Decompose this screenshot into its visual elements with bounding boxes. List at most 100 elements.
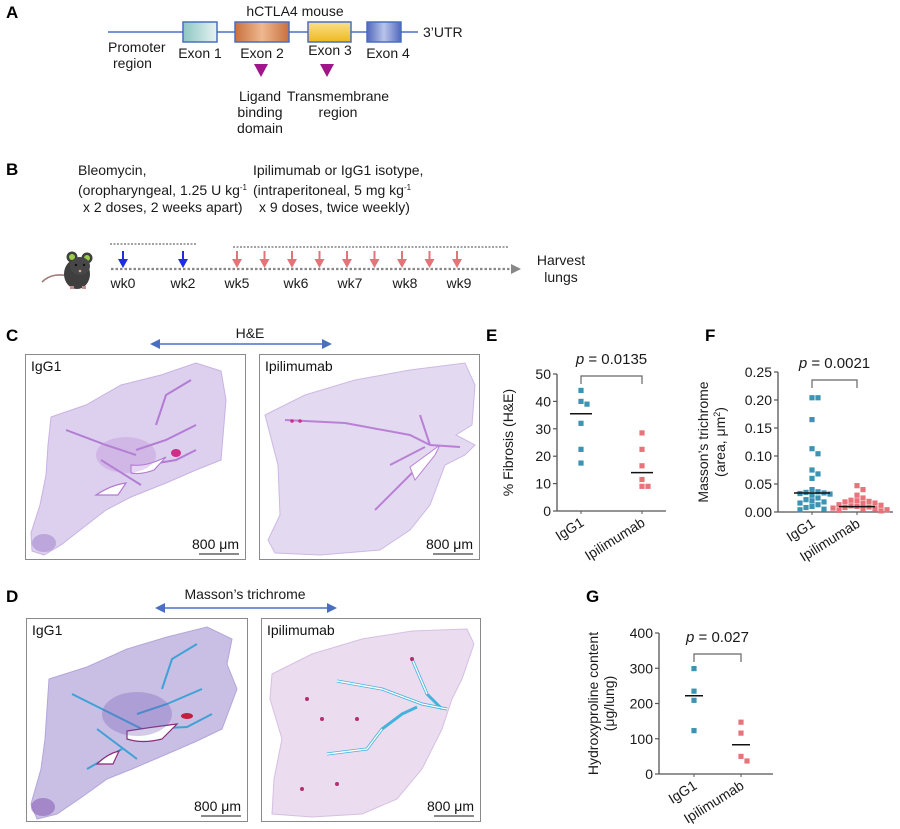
panel-d-letter: D (6, 587, 19, 606)
panel-f-igg1-point (809, 395, 815, 401)
panel-f-ipilimumab-point (860, 501, 866, 507)
panel-g-ipilimumab-point (738, 753, 744, 759)
panel-f-ipilimumab-point (836, 507, 842, 513)
antibody-line1: Ipilimumab or IgG1 isotype, (253, 162, 424, 178)
panel-f-igg1-point (815, 395, 821, 401)
panel-e-igg1-point (578, 387, 584, 394)
annotation-line: domain (237, 120, 283, 136)
bleomycin-dose-arrow-icon (178, 251, 188, 268)
trichrome-ipilimumab-label: Ipilimumab (267, 622, 335, 638)
trichrome-stain-label: Masson’s trichrome (184, 586, 306, 602)
panel-f-igg1-point (797, 500, 803, 506)
panel-e-igg1-point (578, 460, 584, 466)
panel-f-igg1-point (803, 504, 809, 511)
week-label-wk6: wk6 (283, 275, 309, 291)
panel-g-y-tick-label: 0 (645, 766, 653, 782)
he-igg1-label: IgG1 (31, 358, 62, 374)
mouse-icon (41, 251, 93, 289)
scale-bar: 800 μm (427, 798, 474, 817)
utr-label: 3’UTR (423, 24, 463, 40)
panel-e-ipilimumab-point (639, 476, 645, 483)
trichrome-ipilimumab-image: Ipilimumab 800 μm (261, 618, 481, 822)
panel-e-x-tick-label: IgG1 (552, 514, 586, 544)
panel-g-y-tick-label: 100 (630, 731, 654, 747)
annotation-line: Transmembrane (286, 88, 390, 104)
panel-g-igg1-point (691, 688, 697, 694)
antibody-dose-arrow-icon (259, 251, 270, 268)
panel-f-igg1-point (821, 499, 827, 505)
scale-bar-label: 800 μm (192, 536, 239, 552)
panel-f-igg1-point (809, 487, 815, 493)
panel-e-y-tick-label: 40 (535, 393, 551, 409)
antibody-dose-arrow-icon (452, 251, 462, 268)
bleomycin-line2: (oropharyngeal, 1.25 U kg-1 (78, 179, 247, 199)
panel-f-y-tick-label: 0.00 (745, 504, 772, 520)
week-label-wk0: wk0 (110, 275, 136, 291)
bleomycin-dose-sup: -1 (239, 183, 247, 192)
panel-f-igg1-point (827, 491, 833, 497)
annotation-line: region (318, 104, 358, 120)
exon-3-box (307, 21, 352, 43)
panel-f-igg1-point (815, 495, 821, 501)
scale-bar-label: 800 μm (426, 536, 473, 552)
panel-f-y-tick-label: 0.10 (745, 448, 772, 464)
panel-e-ipilimumab-point (639, 430, 645, 436)
arrow-down-icon (254, 64, 268, 77)
panel-b-letter: B (6, 160, 19, 179)
panel-e-y-tick-label: 0 (543, 503, 551, 519)
panel-g-y-axis-label-line1: Hydroxyproline content (585, 632, 601, 775)
panel-f-ipilimumab-point (842, 504, 848, 511)
panel-e-igg1-point (578, 398, 584, 404)
timeline-arrowhead-icon (511, 264, 521, 274)
panel-e-ipilimumab-point (639, 483, 645, 489)
antibody-description: Ipilimumab or IgG1 isotype, (intraperito… (253, 162, 423, 216)
bleomycin-line3: x 2 doses, 2 weeks apart) (83, 199, 243, 215)
panel-g-y-tick-label: 400 (630, 625, 654, 641)
panel-f-ipilimumab-point (872, 500, 878, 506)
exon-3-label: Exon 3 (308, 42, 352, 58)
bleomycin-dose-text: (oropharyngeal, 1.25 U kg (78, 182, 240, 198)
panel-g-y-tick-label: 200 (630, 696, 654, 712)
panel-f-y-tick-label: 0.20 (745, 392, 772, 408)
panel-f-igg1-point (809, 417, 815, 423)
panel-e-y-axis-label: % Fibrosis (H&E) (500, 389, 516, 496)
panel-f-igg1-point (809, 498, 815, 504)
he-ipilimumab-image: Ipilimumab 800 μm (259, 354, 480, 560)
antibody-dose-arrow-icon (287, 251, 297, 268)
arrow-down-icon (320, 64, 334, 77)
panel-e-x-tick-label: Ipilimumab (582, 514, 648, 564)
panel-f-igg1-point (815, 489, 821, 495)
week-label-wk2: wk2 (170, 275, 196, 291)
panel-e-p-value: p = 0.0135 (575, 351, 647, 368)
panel-e-ipilimumab-point (639, 463, 645, 469)
exon-arrows (254, 64, 334, 77)
panel-g-igg1-point (691, 728, 697, 734)
panel-f-igg1-point (815, 502, 821, 508)
antibody-dose-arrow-icon (369, 251, 380, 268)
panel-f-ipilimumab-point (878, 502, 884, 508)
panel-f-ipilimumab-point (836, 502, 842, 508)
antibody-dose-arrow-icon (424, 251, 435, 268)
panel-f-igg1-point (809, 475, 815, 481)
annotation-line: Ligand (238, 88, 282, 104)
panel-e-y-tick-label: 10 (535, 476, 551, 492)
panel-e-igg1-point (578, 446, 584, 452)
he-ipilimumab-label: Ipilimumab (265, 358, 333, 374)
harvest-line2: lungs (544, 269, 578, 285)
he-stain-label: H&E (235, 325, 265, 341)
scale-bar: 800 μm (192, 536, 239, 555)
harvest-line1: Harvest (536, 252, 586, 268)
panel-f-significance-bracket (811, 379, 858, 388)
trichrome-double-arrow (155, 603, 337, 613)
panel-f-y-axis-label-line2: (area, μm2) (712, 407, 728, 477)
panel-f-ipilimumab-point (872, 506, 878, 512)
harvest-label: Harvest lungs (530, 252, 592, 286)
panel-g-letter: G (586, 587, 600, 606)
annotation-line: binding (237, 104, 283, 120)
panel-e-ipilimumab-point (639, 446, 645, 452)
panel-f-igg1-point (809, 446, 815, 452)
panel-f-ipilimumab-point (860, 506, 866, 512)
week-label-wk5: wk5 (224, 275, 250, 291)
panel-f-y-tick-label: 0.15 (745, 420, 772, 436)
